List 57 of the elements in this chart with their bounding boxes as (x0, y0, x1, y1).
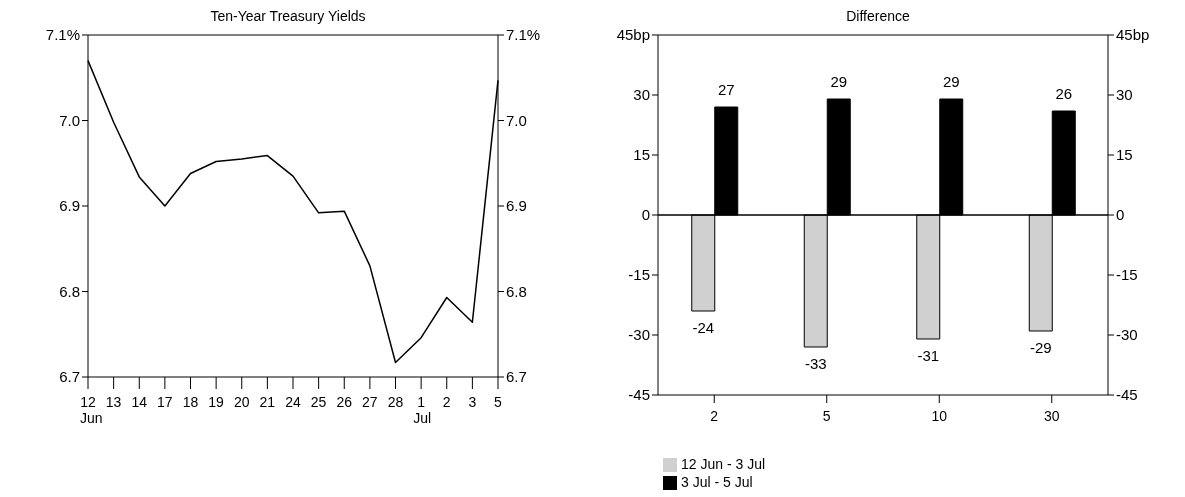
y-tick-label: 7.1% (45, 26, 80, 44)
x-tick-label: 12 Jun (80, 394, 103, 426)
x-tick-label: 19 (208, 394, 225, 410)
x-tick-label: 2 (442, 394, 451, 410)
data-label: -33 (804, 355, 827, 372)
y2-tick-label: 30 (1116, 86, 1133, 104)
x-tick-label: 13 (105, 394, 122, 410)
x-tick-label: 26 (336, 394, 353, 410)
y-tick-label: 30 (633, 86, 650, 104)
x-tick-label: 10 (931, 408, 948, 424)
y-tick-label: 6.8 (59, 282, 80, 300)
x-tick-label: 21 (259, 394, 276, 410)
data-label: -31 (917, 347, 940, 364)
x-tick-label: 5 (494, 394, 503, 410)
x-tick-label: 30 (1043, 408, 1060, 424)
y-tick-label: 6.7 (59, 368, 80, 386)
y2-tick-label: 7.1% (506, 26, 541, 44)
y2-tick-label: 0 (1116, 206, 1125, 224)
data-label: 29 (830, 73, 848, 90)
x-tick-label: 2 (710, 408, 719, 424)
y-tick-label: -45 (628, 386, 650, 404)
data-label: 27 (717, 81, 735, 98)
x-tick-label: 3 (468, 394, 477, 410)
y2-tick-label: 7.0 (506, 111, 527, 129)
chart-title: Ten-Year Treasury Yields (209, 8, 367, 26)
y-tick-label: 0 (641, 206, 650, 224)
data-label: 26 (1055, 85, 1073, 102)
x-tick-label: 25 (310, 394, 327, 410)
y-tick-label: -30 (628, 326, 650, 344)
y2-tick-label: 6.9 (506, 197, 527, 215)
x-tick-label: 20 (233, 394, 250, 410)
y2-tick-label: -15 (1116, 266, 1138, 284)
y2-tick-label: -45 (1116, 386, 1138, 404)
data-label: -24 (692, 319, 715, 336)
x-tick-label: 24 (285, 394, 301, 410)
y2-tick-label: 15 (1116, 146, 1133, 164)
y2-tick-label: -30 (1116, 326, 1138, 344)
y-tick-label: 15 (633, 146, 650, 164)
x-tick-label: 1 Jul (413, 394, 432, 426)
data-label: 29 (942, 73, 960, 90)
y-tick-label: -15 (628, 266, 650, 284)
y2-tick-label: 45bp (1116, 26, 1150, 44)
legend-label: 3 Jul - 5 Jul (681, 474, 753, 490)
y-tick-label: 7.0 (59, 111, 80, 129)
y2-tick-label: 6.8 (506, 282, 527, 300)
chart-title: Difference (845, 8, 911, 26)
y-tick-label: 6.9 (59, 197, 80, 215)
x-tick-label: 18 (182, 394, 199, 410)
x-tick-label: 27 (362, 394, 378, 410)
x-tick-label: 28 (387, 394, 404, 410)
x-tick-label: 14 (131, 394, 148, 410)
y2-tick-label: 6.7 (506, 368, 527, 386)
legend-label: 12 Jun - 3 Jul (681, 456, 766, 472)
x-tick-label: 5 (822, 408, 831, 424)
data-label: -29 (1029, 339, 1052, 356)
y-tick-label: 45bp (616, 26, 650, 44)
x-tick-label: 17 (157, 394, 173, 410)
